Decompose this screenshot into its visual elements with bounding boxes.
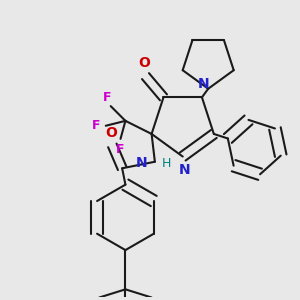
Text: F: F xyxy=(92,119,100,132)
Text: O: O xyxy=(138,56,150,70)
Text: H: H xyxy=(162,157,171,170)
Text: N: N xyxy=(198,77,209,92)
Text: N: N xyxy=(136,156,148,170)
Text: F: F xyxy=(103,92,112,104)
Text: O: O xyxy=(105,127,117,140)
Text: F: F xyxy=(116,143,125,156)
Text: N: N xyxy=(178,163,190,177)
